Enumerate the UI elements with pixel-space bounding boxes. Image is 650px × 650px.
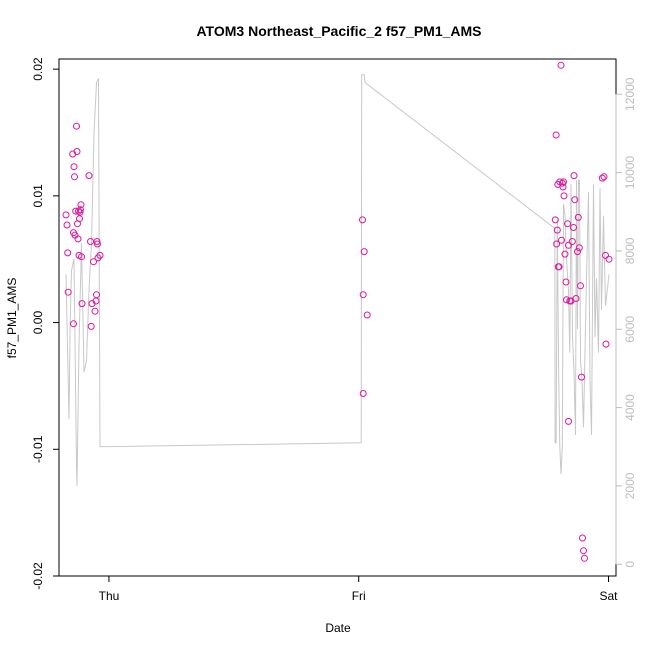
- data-point-37: [359, 291, 367, 299]
- data-point-75: [598, 174, 606, 182]
- data-point-34: [96, 251, 104, 259]
- right-tick-label-5: 10000: [623, 156, 637, 190]
- data-point-50: [558, 179, 566, 187]
- data-point-78: [602, 340, 610, 348]
- series-line-1: [65, 74, 610, 486]
- data-point-70: [578, 373, 585, 381]
- data-point-77: [602, 251, 609, 259]
- right-axis-series: [65, 74, 610, 486]
- data-point-64: [571, 196, 579, 204]
- x-axis: Thu Fri Sat: [99, 576, 618, 603]
- data-point-21: [78, 300, 86, 308]
- data-point-55: [562, 278, 570, 286]
- scatter-series: [62, 61, 613, 562]
- data-point-54: [561, 250, 569, 258]
- data-point-61: [568, 238, 576, 245]
- data-point-46: [555, 263, 563, 271]
- data-point-71: [579, 534, 586, 542]
- data-point-18: [77, 206, 84, 214]
- data-point-57: [564, 220, 571, 228]
- x-tick-label-2: Sat: [599, 589, 618, 603]
- x-tick-label-1: Fri: [352, 589, 366, 603]
- y-tick-label-0: -0.02: [31, 562, 45, 590]
- data-point-69: [577, 282, 584, 290]
- data-point-22: [70, 320, 77, 328]
- data-point-52: [560, 178, 567, 186]
- data-point-1: [63, 221, 71, 229]
- data-point-66: [574, 248, 581, 256]
- plot-frame: [58, 58, 617, 577]
- y-tick-label-1: -0.01: [31, 435, 45, 463]
- right-y-axis: 0 2000 4000 6000 8000 10000 12000: [615, 77, 637, 568]
- data-point-51: [559, 183, 567, 191]
- right-tick-label-4: 8000: [623, 237, 637, 264]
- data-point-20: [78, 253, 85, 261]
- data-point-40: [551, 216, 559, 224]
- data-point-65: [572, 295, 580, 302]
- data-point-63: [570, 172, 578, 180]
- data-point-6: [70, 163, 78, 171]
- data-point-41: [552, 131, 560, 139]
- data-point-2: [64, 249, 72, 257]
- data-point-33: [93, 291, 100, 299]
- data-point-30: [93, 238, 101, 245]
- data-point-23: [85, 172, 93, 180]
- data-point-42: [553, 240, 561, 248]
- data-point-19: [77, 201, 85, 209]
- data-point-62: [570, 224, 577, 231]
- data-point-76: [600, 173, 608, 181]
- data-point-24: [87, 238, 94, 245]
- data-point-7: [71, 173, 78, 181]
- data-point-14: [75, 207, 82, 215]
- y-tick-label-2: 0.00: [31, 311, 45, 335]
- data-point-9: [72, 207, 80, 215]
- data-point-25: [87, 322, 95, 330]
- x-axis-label: Date: [325, 621, 351, 635]
- right-tick-label-2: 4000: [623, 394, 637, 421]
- y-axis: -0.02 -0.01 0.00 0.01 0.02: [31, 57, 59, 590]
- data-point-67: [574, 213, 582, 221]
- data-point-56: [563, 296, 570, 304]
- right-tick-label-0: 0: [623, 561, 637, 568]
- data-point-43: [553, 226, 561, 234]
- data-point-53: [560, 192, 568, 200]
- chart-title: ATOM3 Northeast_Pacific_2 f57_PM1_AMS: [196, 23, 481, 39]
- data-point-49: [558, 236, 565, 244]
- data-point-58: [565, 241, 572, 249]
- right-tick-label-6: 12000: [623, 77, 637, 111]
- data-point-48: [557, 61, 565, 69]
- data-point-68: [575, 244, 583, 252]
- data-point-0: [62, 211, 70, 219]
- data-point-72: [580, 547, 587, 555]
- data-point-3: [64, 288, 72, 296]
- data-point-27: [90, 258, 97, 266]
- data-point-38: [363, 311, 371, 319]
- right-tick-label-3: 6000: [623, 316, 637, 343]
- data-point-39: [359, 390, 367, 397]
- data-point-28: [91, 307, 99, 315]
- data-point-16: [76, 215, 83, 223]
- data-point-79: [605, 255, 613, 263]
- data-point-11: [73, 148, 81, 155]
- data-point-35: [359, 216, 366, 224]
- data-point-13: [74, 235, 82, 243]
- data-point-36: [360, 248, 368, 256]
- y-axis-label: f57_PM1_AMS: [5, 278, 19, 359]
- x-tick-label-0: Thu: [99, 589, 120, 603]
- data-point-10: [73, 122, 80, 130]
- data-point-17: [76, 208, 84, 216]
- y-tick-label-3: 0.01: [31, 184, 45, 208]
- y-tick-label-4: 0.02: [31, 57, 45, 81]
- data-point-73: [581, 554, 588, 562]
- right-tick-label-1: 2000: [623, 472, 637, 499]
- data-point-31: [94, 240, 101, 248]
- data-point-74: [565, 417, 572, 425]
